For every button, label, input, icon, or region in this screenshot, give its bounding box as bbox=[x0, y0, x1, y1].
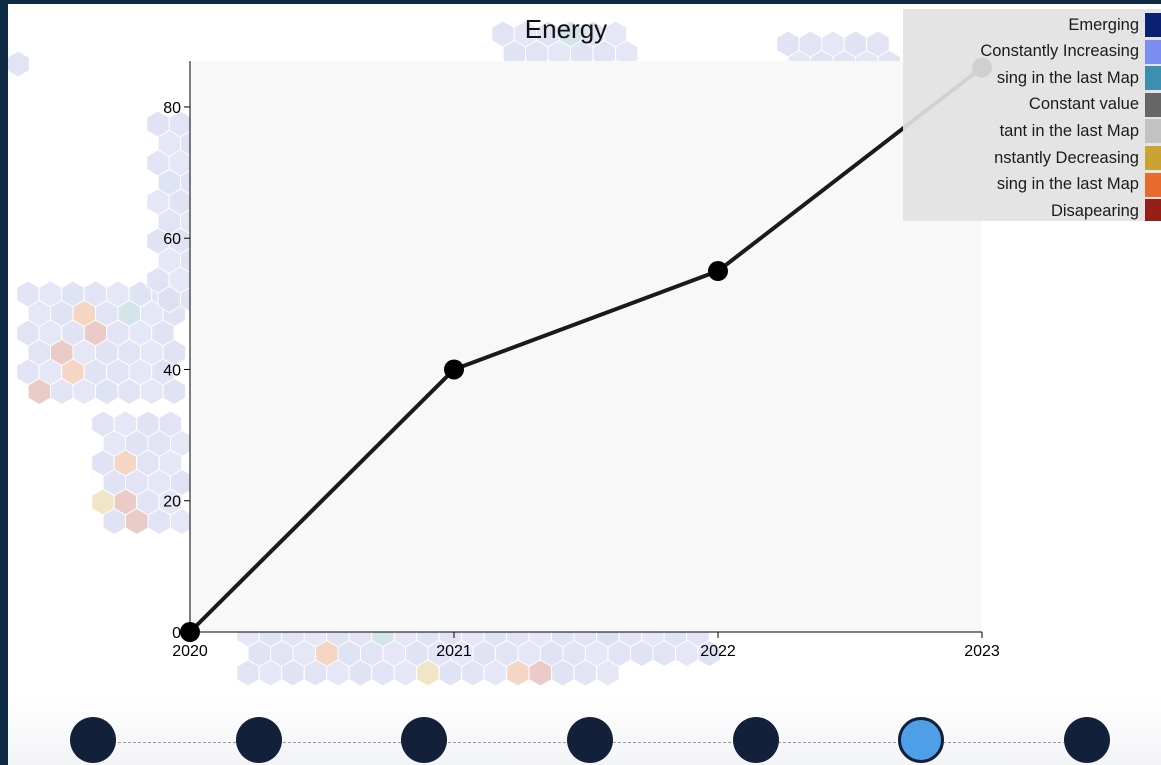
y-tick-label: 40 bbox=[163, 362, 181, 379]
legend-label: Constant value bbox=[1028, 95, 1139, 114]
legend-label: Emerging bbox=[1068, 15, 1139, 34]
timeline-step[interactable] bbox=[70, 717, 116, 763]
energy-line-chart: 0 20 40 60 80 2020 2021 2022 2023 bbox=[163, 57, 1000, 660]
timeline-step[interactable] bbox=[732, 717, 779, 763]
x-tick-label: 2020 bbox=[172, 643, 208, 660]
map-hexagon bbox=[697, 639, 721, 668]
plot-area bbox=[190, 61, 982, 632]
legend-item: tant in the last Map bbox=[999, 119, 1161, 144]
timeline-step[interactable] bbox=[401, 717, 448, 763]
legend-swatch bbox=[1145, 146, 1161, 170]
page: 0 20 40 60 80 2020 2021 2022 2023 Energy Emergin… bbox=[8, 4, 1161, 765]
timeline-step[interactable] bbox=[567, 717, 613, 763]
legend-item: sing in the last Map bbox=[996, 172, 1161, 197]
data-point bbox=[180, 622, 200, 642]
legend-item: Constant value bbox=[1028, 92, 1161, 117]
series-line bbox=[188, 65, 984, 634]
chart-title: Energy bbox=[524, 14, 608, 44]
legend-item: Constantly Increasing bbox=[980, 39, 1161, 64]
legend-item: Emerging bbox=[1068, 13, 1161, 37]
timeline-step[interactable] bbox=[1064, 717, 1110, 763]
data-point bbox=[708, 261, 728, 282]
data-point bbox=[444, 359, 464, 380]
legend-label: Constantly Increasing bbox=[980, 42, 1139, 61]
y-tick-label: 80 bbox=[163, 100, 181, 117]
legend-swatch bbox=[1145, 66, 1161, 91]
y-tick-label: 60 bbox=[163, 231, 181, 248]
legend-swatch bbox=[1145, 119, 1161, 144]
legend-item: nstantly Decreasing bbox=[994, 146, 1161, 170]
legend-label: tant in the last Map bbox=[999, 121, 1139, 140]
legend-label: sing in the last Map bbox=[996, 175, 1139, 194]
legend-label: sing in the last Map bbox=[996, 68, 1139, 87]
legend: Emerging Constantly Increasing sing in the… bbox=[903, 9, 1161, 221]
legend-item: sing in the last Map bbox=[996, 66, 1161, 91]
legend-item: Disapearing bbox=[1051, 199, 1161, 221]
map-hexagon bbox=[162, 377, 186, 406]
legend-swatch bbox=[1145, 92, 1161, 117]
x-tick-label: 2022 bbox=[700, 643, 736, 660]
timeline-step-active[interactable] bbox=[898, 717, 945, 763]
legend-swatch bbox=[1145, 172, 1161, 197]
x-tick-label: 2021 bbox=[436, 643, 472, 660]
legend-label: Disapearing bbox=[1050, 201, 1139, 220]
timeline bbox=[8, 696, 1161, 765]
legend-label: nstantly Decreasing bbox=[994, 148, 1139, 167]
x-tick-label: 2023 bbox=[964, 643, 1000, 660]
legend-swatch bbox=[1145, 39, 1161, 64]
y-tick-label: 0 bbox=[172, 625, 181, 642]
legend-swatch bbox=[1145, 199, 1161, 221]
legend-swatch bbox=[1145, 13, 1161, 37]
y-tick-label: 20 bbox=[163, 494, 181, 511]
timeline-step[interactable] bbox=[235, 717, 282, 763]
map-hexagon bbox=[615, 39, 639, 68]
map-hexagon bbox=[8, 50, 30, 78]
